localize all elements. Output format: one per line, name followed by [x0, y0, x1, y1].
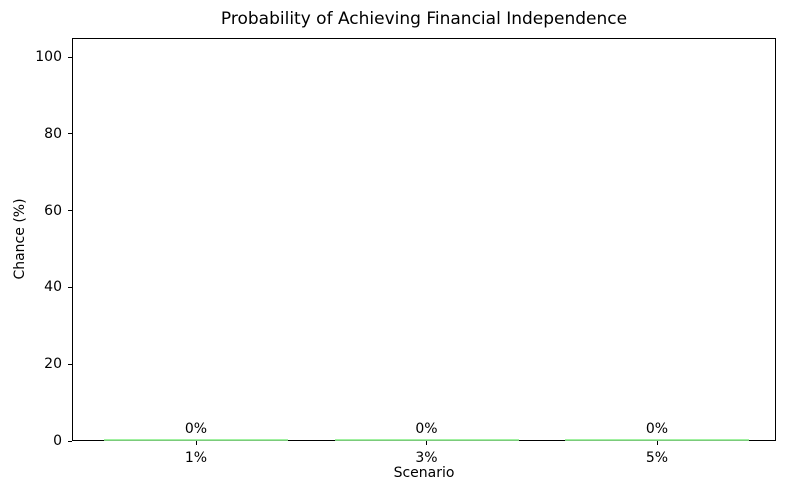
x-tick-label: 3%	[415, 450, 438, 466]
bar-value-label: 0%	[415, 421, 438, 437]
y-tick-label: 80	[44, 125, 62, 142]
y-tick-mark	[68, 133, 72, 135]
plot-area	[72, 38, 776, 441]
x-tick-label: 1%	[184, 450, 208, 466]
y-tick-mark	[68, 363, 72, 365]
y-tick-label: 60	[44, 202, 62, 219]
y-axis-label: Chance (%)	[12, 198, 28, 280]
y-tick-mark	[68, 440, 72, 442]
bar	[565, 439, 749, 441]
x-tick-label: 5%	[645, 450, 669, 466]
bar	[104, 439, 288, 441]
x-axis-label: Scenario	[393, 465, 455, 481]
bar-value-label: 0%	[184, 421, 208, 437]
y-tick-label: 20	[44, 356, 62, 373]
y-tick-mark	[68, 210, 72, 212]
y-tick-label: 100	[35, 49, 62, 66]
y-tick-label: 40	[44, 279, 62, 296]
bar-value-label: 0%	[645, 421, 669, 437]
bar	[334, 439, 519, 441]
chart-title: Probability of Achieving Financial Indep…	[220, 9, 628, 29]
y-tick-mark	[68, 56, 72, 58]
x-tick-mark	[426, 441, 427, 445]
x-tick-mark	[195, 441, 197, 445]
x-tick-mark	[656, 441, 658, 445]
y-tick-label: 0	[53, 433, 62, 449]
y-tick-mark	[68, 286, 72, 288]
